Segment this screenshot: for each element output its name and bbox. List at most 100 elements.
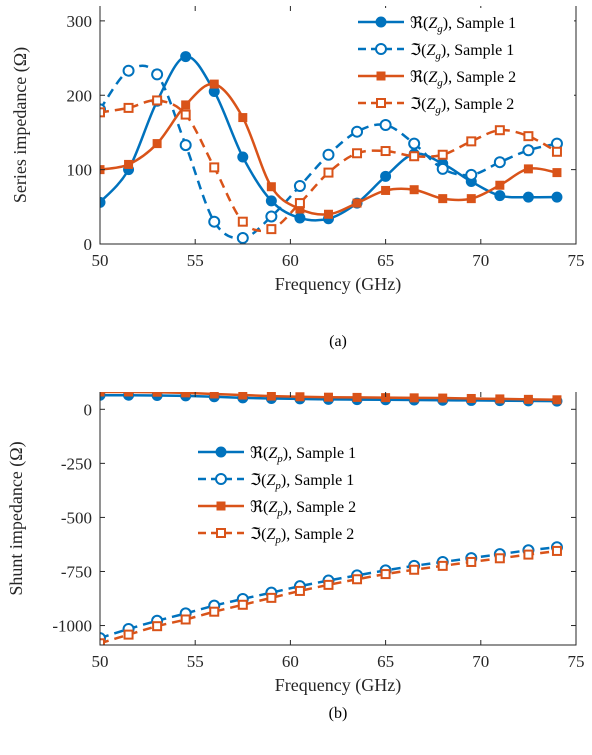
legend-label: ℜ(Zp), Sample 1	[250, 445, 356, 465]
legend-swatch-marker	[216, 501, 226, 511]
data-point	[181, 100, 191, 110]
y-axis-label: Shunt impedance (Ω)	[6, 441, 27, 595]
data-point	[352, 198, 362, 208]
panel-a: 50 55 60 65 70 75 0 100 200 300 Frequency (GHz) Ser…	[10, 6, 585, 350]
x-axis-label: Frequency (GHz)	[275, 675, 401, 696]
legend-label: ℜ(Zg), Sample 2	[410, 69, 516, 89]
data-point	[352, 574, 363, 585]
legend: ℜ(Zp), Sample 1 ℑ(Zp), Sample 1 ℜ(Zp), Sam…	[192, 438, 414, 546]
data-point	[438, 393, 448, 403]
data-point	[466, 136, 477, 147]
series-line-2	[100, 546, 558, 640]
data-point	[437, 149, 448, 160]
series-line-4	[100, 99, 558, 233]
legend-label: ℑ(Zg), Sample 2	[410, 96, 514, 116]
x-tick-label: 55	[187, 652, 204, 671]
data-point	[551, 146, 562, 157]
data-point	[152, 139, 162, 149]
data-point	[466, 556, 477, 567]
data-point	[180, 614, 191, 625]
legend: ℜ(Zg), Sample 1 ℑ(Zg), Sample 1 ℜ(Zg), Sam…	[352, 8, 574, 116]
data-point	[381, 185, 391, 195]
data-point	[465, 168, 478, 181]
data-point	[352, 148, 363, 159]
legend-swatch-marker	[376, 98, 386, 108]
data-point	[123, 629, 134, 640]
data-point	[294, 212, 306, 224]
x-tick-label: 50	[92, 652, 109, 671]
legend-swatch-marker	[375, 43, 387, 55]
data-point	[124, 159, 134, 169]
data-point	[380, 170, 392, 182]
x-tick-label: 60	[282, 652, 299, 671]
x-tick-label: 70	[472, 251, 489, 270]
data-point	[124, 392, 134, 397]
y-tick-label: 0	[84, 400, 93, 419]
legend-swatch-marker	[375, 16, 387, 28]
data-point	[409, 185, 419, 195]
y-tick-label: 200	[67, 86, 93, 105]
y-tick-label: -250	[61, 454, 92, 473]
data-point	[123, 102, 134, 113]
data-point	[523, 549, 534, 560]
x-axis-label: Frequency (GHz)	[275, 274, 401, 295]
axis-frame	[99, 392, 577, 646]
x-tick-label: 65	[377, 251, 394, 270]
y-tick-label: -500	[61, 508, 92, 527]
legend-swatch-marker	[216, 528, 226, 538]
legend-swatch-marker	[215, 473, 227, 485]
data-point	[152, 621, 163, 632]
legend-label: ℑ(Zp), Sample 2	[250, 526, 354, 546]
data-point	[466, 393, 476, 403]
data-point	[238, 392, 248, 400]
x-tick-label: 70	[472, 652, 489, 671]
data-point	[523, 131, 534, 142]
x-tick-label: 60	[282, 251, 299, 270]
data-point	[266, 224, 277, 235]
data-point	[209, 162, 220, 173]
data-point	[379, 119, 392, 131]
data-point	[209, 79, 219, 89]
data-point	[265, 210, 278, 223]
axis-frame	[99, 6, 577, 245]
data-point	[522, 191, 534, 203]
data-point	[209, 392, 219, 399]
data-point	[495, 394, 505, 404]
y-tick-label: 300	[67, 12, 93, 31]
data-point	[294, 198, 305, 209]
data-point	[466, 194, 476, 204]
data-point	[552, 395, 562, 405]
data-point	[323, 579, 334, 590]
y-tick-label: 100	[67, 161, 93, 180]
data-point	[237, 151, 249, 163]
data-point	[237, 599, 248, 610]
data-point	[152, 392, 162, 397]
legend-swatch-marker	[215, 446, 227, 458]
data-point	[100, 196, 106, 208]
data-point	[523, 164, 533, 174]
data-point	[409, 393, 419, 403]
data-point	[351, 125, 364, 138]
panel-caption: (b)	[329, 705, 348, 722]
data-point	[438, 194, 448, 204]
y-tick-label: 0	[84, 235, 93, 254]
data-point	[266, 392, 276, 401]
data-point	[494, 553, 505, 564]
legend-label: ℑ(Zp), Sample 1	[250, 472, 354, 492]
y-tick-label: -750	[61, 562, 92, 581]
data-point	[293, 179, 306, 192]
data-point	[100, 392, 105, 397]
data-point	[100, 107, 105, 118]
data-point	[493, 156, 506, 169]
data-point	[180, 109, 191, 120]
data-point	[409, 151, 420, 162]
x-tick-label: 55	[187, 251, 204, 270]
data-point	[237, 216, 248, 227]
data-point	[495, 180, 505, 190]
data-point	[180, 51, 192, 63]
data-point	[152, 95, 163, 106]
data-point	[322, 148, 335, 161]
x-tick-label: 75	[568, 652, 585, 671]
data-point	[209, 606, 220, 617]
